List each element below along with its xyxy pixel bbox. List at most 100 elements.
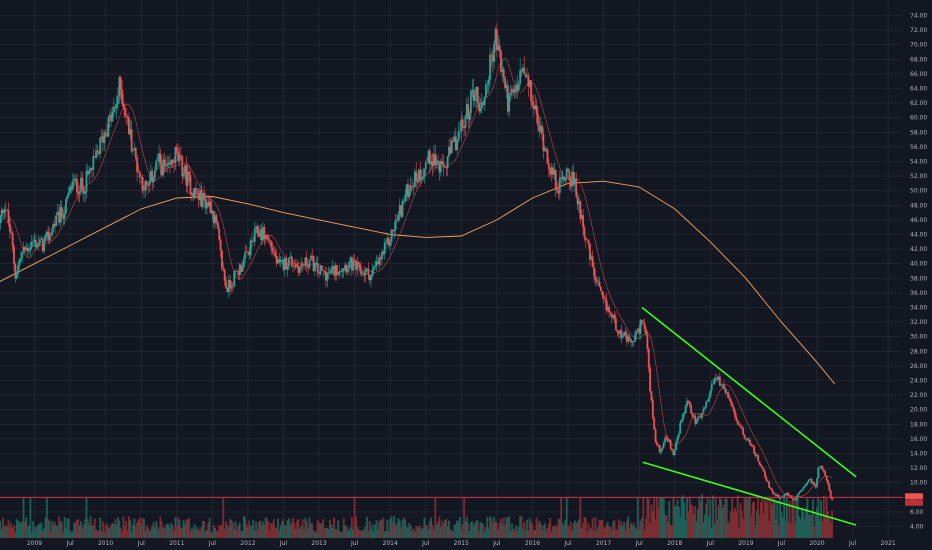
- y-tick-label: 20.00: [910, 407, 927, 414]
- volume-bar: [37, 523, 40, 538]
- volume-bar: [167, 524, 170, 538]
- volume-bar: [483, 531, 486, 538]
- candle-body: [524, 73, 527, 77]
- volume-bar: [370, 529, 372, 538]
- volume-bar: [322, 519, 325, 538]
- candle-body: [420, 178, 423, 180]
- volume-bar: [550, 531, 553, 538]
- candle-body: [215, 215, 218, 223]
- volume-bar: [350, 517, 353, 538]
- candle-body: [444, 166, 446, 168]
- volume-bar: [669, 524, 672, 538]
- candle-body: [17, 265, 19, 274]
- candle-body: [93, 156, 96, 158]
- volume-bar: [238, 522, 241, 538]
- candle-body: [25, 247, 28, 251]
- volume-bar: [371, 524, 374, 538]
- candle-body: [0, 209, 3, 217]
- candle-body: [747, 439, 750, 441]
- candle-body: [123, 107, 126, 117]
- x-tick-label: 2009: [27, 540, 42, 547]
- candle-body: [350, 257, 353, 271]
- volume-bar: [567, 526, 569, 538]
- candle-body: [92, 156, 95, 170]
- candle-body: [698, 416, 701, 418]
- candle-body: [111, 112, 114, 122]
- volume-bar: [247, 527, 249, 538]
- volume-bar: [286, 520, 289, 538]
- volume-bar: [578, 519, 580, 538]
- volume-bar: [764, 498, 766, 538]
- volume-bar: [697, 508, 699, 538]
- volume-bar: [211, 531, 214, 538]
- candle-body: [786, 492, 788, 496]
- volume-bar: [73, 522, 76, 538]
- candle-body: [374, 266, 377, 268]
- volume-bar: [244, 517, 247, 538]
- volume-bar: [512, 528, 515, 538]
- volume-bar: [307, 528, 310, 538]
- volume-bar: [296, 520, 299, 538]
- candle-body: [426, 162, 429, 164]
- volume-bar: [382, 517, 385, 538]
- volume-bar: [367, 531, 370, 538]
- candle-body: [749, 439, 751, 445]
- candle-body: [181, 156, 184, 177]
- x-tick-label: Jul: [563, 540, 572, 547]
- candle-body: [424, 162, 427, 170]
- volume-bar: [144, 530, 147, 538]
- candle-body: [252, 241, 255, 243]
- volume-bar: [772, 498, 775, 538]
- volume-bar: [314, 531, 316, 538]
- volume-bar: [602, 526, 605, 538]
- candle-body: [45, 231, 48, 236]
- candle-body: [542, 133, 545, 152]
- volume-bar: [316, 519, 319, 538]
- candle-body: [32, 241, 35, 242]
- candle-body: [89, 168, 92, 171]
- candle-body: [489, 54, 491, 80]
- volume-bar: [390, 516, 393, 538]
- volume-bar: [508, 516, 511, 538]
- candle-body: [605, 298, 608, 311]
- candle-body: [248, 251, 251, 256]
- candle-body: [654, 429, 657, 443]
- volume-bar: [256, 530, 259, 538]
- volume-bar: [511, 523, 513, 538]
- candle-body: [567, 168, 569, 172]
- candle-body: [360, 271, 363, 274]
- candle-body: [148, 180, 151, 186]
- volume-bar: [253, 530, 256, 538]
- candle-body: [433, 154, 435, 166]
- candle-body: [604, 297, 606, 299]
- trend-lines[interactable]: [641, 306, 857, 526]
- candle-body: [185, 165, 188, 186]
- x-tick-label: 2017: [596, 540, 611, 547]
- candle-body: [806, 481, 809, 485]
- candle-body: [348, 261, 351, 269]
- volume-bar: [234, 521, 237, 538]
- volume-bar: [292, 517, 294, 538]
- candle-body: [746, 438, 749, 441]
- volume-bar: [195, 529, 197, 538]
- volume-bar: [532, 530, 535, 538]
- volume-bar: [415, 526, 418, 538]
- volume-bar: [615, 529, 617, 538]
- volume-bar: [151, 526, 154, 538]
- candle-body: [204, 199, 207, 209]
- volume-bar: [827, 511, 829, 538]
- candle-body: [271, 247, 274, 251]
- candle-body: [724, 388, 727, 393]
- volume-bar: [184, 524, 186, 538]
- candle-body: [617, 332, 620, 334]
- candle-body: [442, 164, 445, 168]
- candle-body: [170, 159, 173, 165]
- candle-body: [615, 318, 617, 330]
- candle-body: [413, 171, 416, 187]
- candle-body: [97, 151, 100, 155]
- candle-body: [467, 104, 470, 120]
- volume-bar: [471, 521, 474, 538]
- candle-body: [535, 105, 538, 114]
- candle-body: [188, 171, 190, 176]
